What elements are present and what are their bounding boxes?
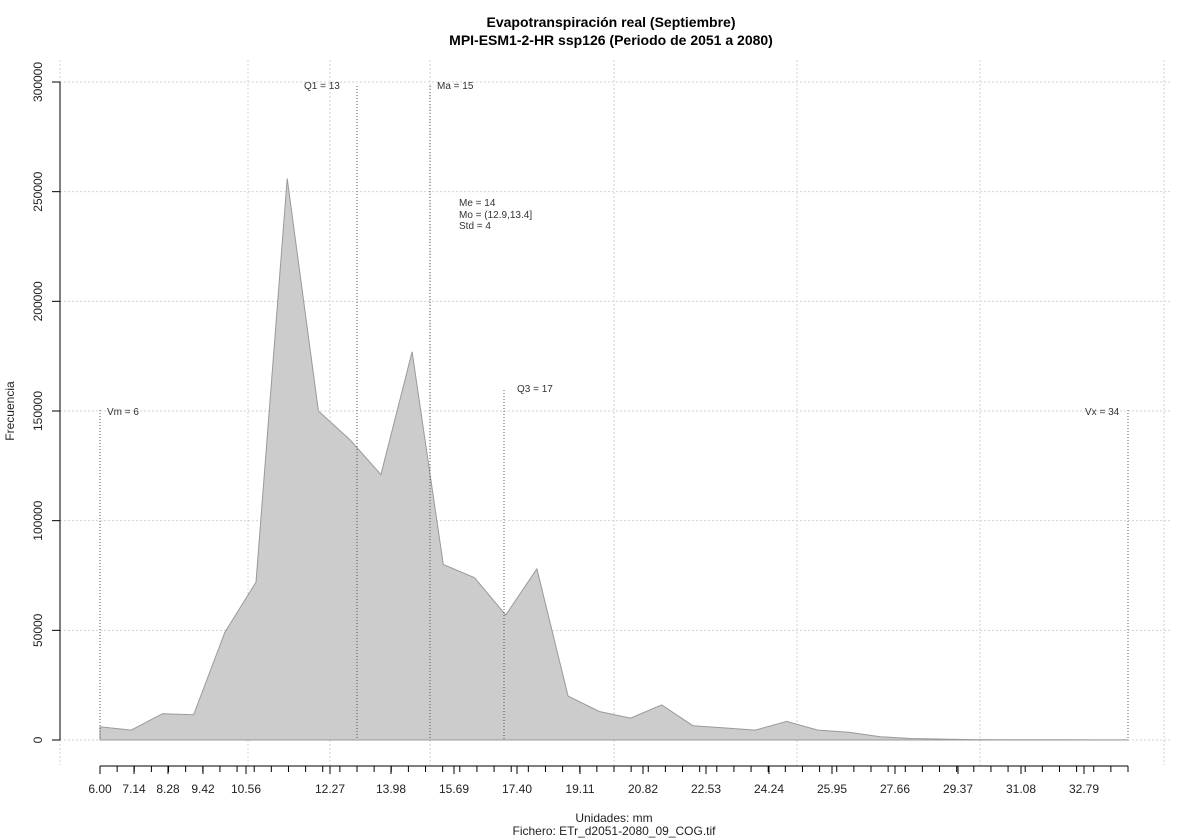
x-tick-label: 10.56 [231, 782, 261, 796]
frequency-area [99, 178, 1129, 741]
y-axis: 0 50000 100000 150000 200000 250000 300000 [31, 62, 61, 743]
y-tick-label: 150000 [31, 391, 45, 431]
x-tick-label: 8.28 [156, 782, 180, 796]
y-tick-label: 50000 [31, 613, 45, 647]
x-tick-label: 17.40 [502, 782, 532, 796]
x-tick-label: 9.42 [191, 782, 215, 796]
x-tick-label: 13.98 [376, 782, 406, 796]
x-tick-label: 7.14 [122, 782, 146, 796]
x-tick-label: 22.53 [691, 782, 721, 796]
y-tick-label: 300000 [31, 62, 45, 102]
median-label: Me = 14 [459, 198, 496, 209]
x-tick-label: 15.69 [439, 782, 469, 796]
mode-label: Mo = (12.9,13.4] [459, 210, 532, 221]
statistic-lines [99, 86, 1129, 740]
x-tick-label: 31.08 [1006, 782, 1036, 796]
x-tick-label: 29.37 [943, 782, 973, 796]
chart-subtitle: MPI-ESM1-2-HR ssp126 (Periodo de 2051 a … [449, 32, 773, 48]
q3-label: Q3 = 17 [517, 384, 553, 395]
x-tick-label: 19.11 [565, 782, 594, 796]
max-label: Vx = 34 [1085, 407, 1120, 418]
y-axis-label: Frecuencia [3, 381, 17, 441]
y-tick-label: 250000 [31, 171, 45, 211]
mean-label: Ma = 15 [437, 81, 474, 92]
min-label: Vm = 6 [107, 407, 139, 418]
x-tick-label: 32.79 [1069, 782, 1099, 796]
x-tick-label: 20.82 [628, 782, 658, 796]
std-label: Std = 4 [459, 221, 491, 232]
file-label: Fichero: ETr_d2051-2080_09_COG.tif [513, 824, 717, 838]
x-tick-label: 6.00 [88, 782, 112, 796]
frequency-polygon [99, 178, 1129, 741]
y-tick-label: 200000 [31, 281, 45, 321]
q1-label: Q1 = 13 [304, 81, 340, 92]
x-tick-label: 24.24 [754, 782, 784, 796]
x-tick-label: 25.95 [817, 782, 847, 796]
y-tick-label: 0 [31, 736, 45, 743]
y-tick-label: 100000 [31, 500, 45, 540]
x-tick-label: 12.27 [315, 782, 345, 796]
x-axis-label: Unidades: mm [575, 811, 652, 825]
chart-title: Evapotranspiración real (Septiembre) [487, 14, 736, 30]
x-axis: 6.00 7.14 8.28 9.42 10.56 12.27 13.98 15.69 17.4… [88, 765, 1129, 796]
x-tick-label: 27.66 [880, 782, 910, 796]
